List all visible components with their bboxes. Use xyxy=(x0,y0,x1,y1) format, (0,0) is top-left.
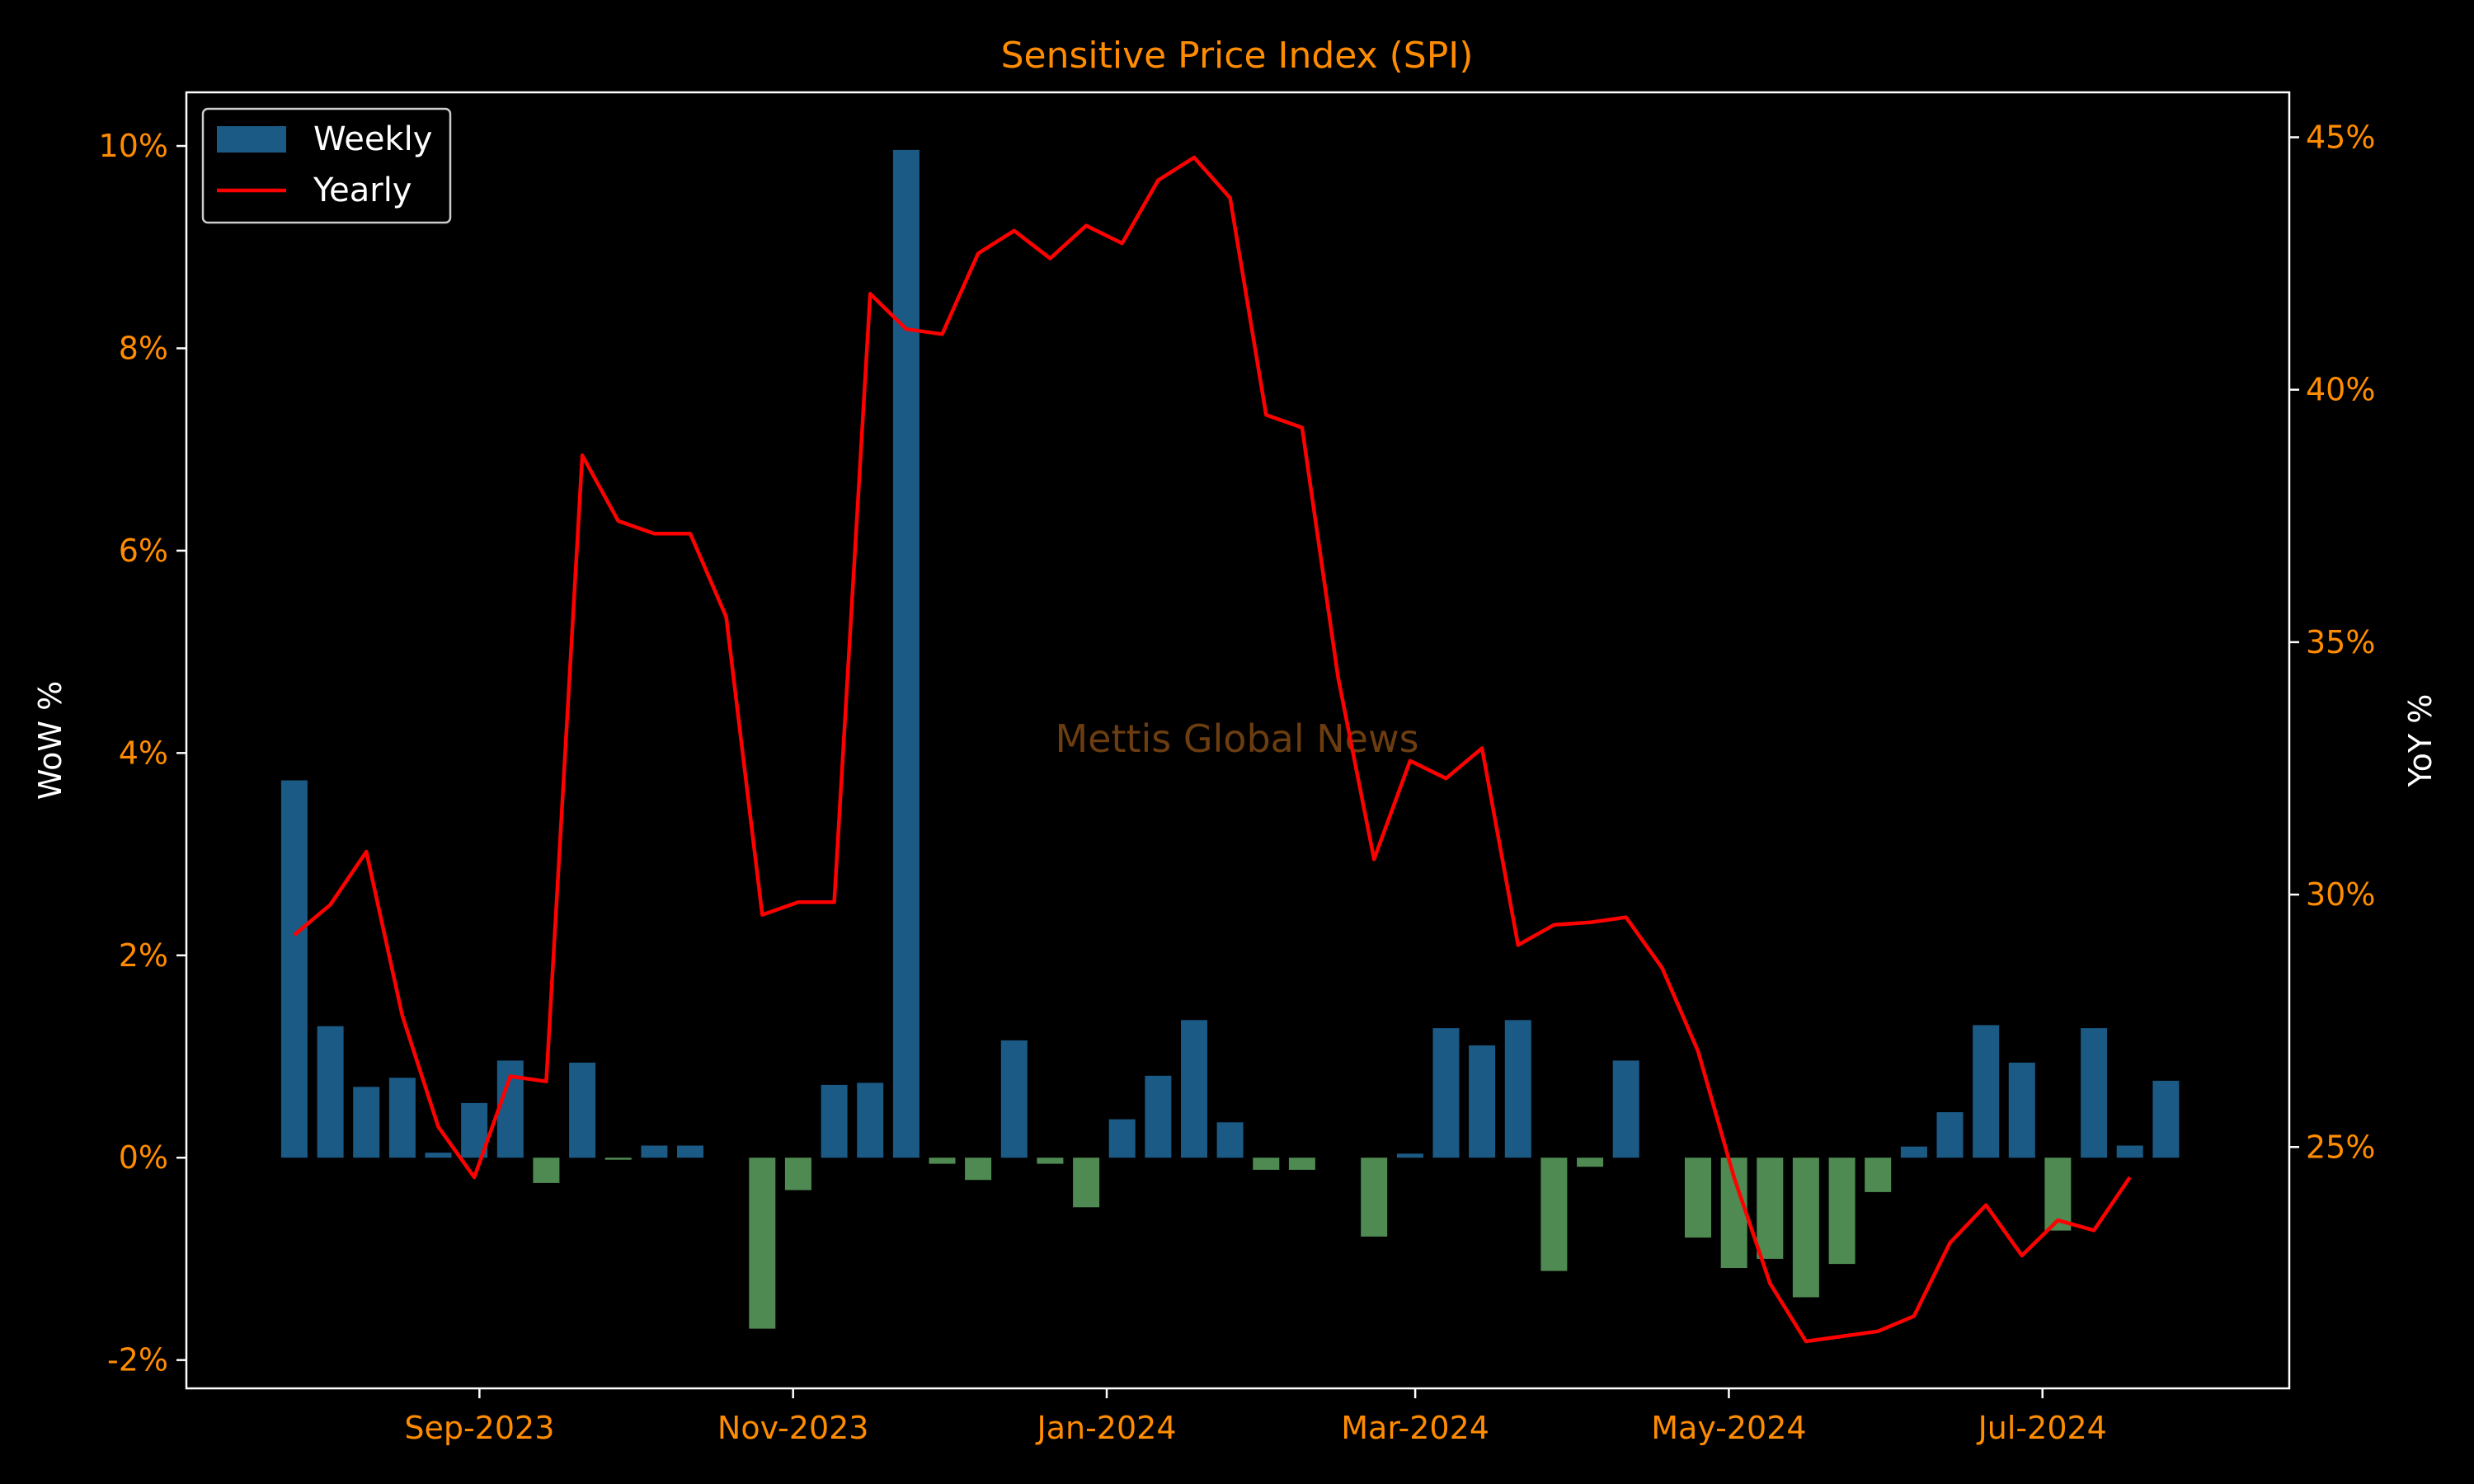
weekly-bar xyxy=(1108,1119,1136,1158)
plot-frame xyxy=(185,91,2291,1390)
weekly-bar xyxy=(784,1158,811,1190)
weekly-bar xyxy=(1757,1158,1784,1259)
chart-title: Sensitive Price Index (SPI) xyxy=(1001,35,1474,77)
weekly-bar xyxy=(1073,1158,1100,1208)
weekly-bars xyxy=(280,149,2180,1329)
left-axis-ticks: -2% 0% 2% 4% 6% 8% 10% xyxy=(99,128,186,1378)
weekly-bar xyxy=(1145,1075,1172,1158)
weekly-bar xyxy=(929,1158,956,1164)
left-tick-label: 8% xyxy=(119,330,168,366)
right-axis-label: YoY % xyxy=(2402,694,2439,788)
weekly-bar xyxy=(388,1078,416,1158)
weekly-bar xyxy=(604,1158,632,1160)
yearly-line-layer xyxy=(293,155,2132,1344)
weekly-bar xyxy=(749,1158,776,1329)
left-axis-label: WoW % xyxy=(32,681,68,800)
weekly-bar xyxy=(2008,1062,2035,1158)
x-tick-label: Mar-2024 xyxy=(1341,1410,1489,1446)
right-tick-label: 35% xyxy=(2306,624,2375,660)
weekly-bar xyxy=(280,780,308,1158)
weekly-bar xyxy=(353,1087,380,1158)
weekly-bar xyxy=(2116,1145,2143,1158)
weekly-bar xyxy=(317,1026,344,1158)
weekly-bar xyxy=(1037,1158,1064,1164)
watermark: Mettis Global News xyxy=(1055,716,1418,761)
weekly-bar xyxy=(1865,1158,1892,1192)
weekly-bar xyxy=(1469,1045,1496,1158)
weekly-bar xyxy=(1900,1146,1927,1158)
left-tick-label: 10% xyxy=(99,128,168,164)
left-tick-label: -2% xyxy=(107,1342,168,1378)
weekly-bar xyxy=(965,1158,992,1181)
weekly-bar xyxy=(1396,1153,1423,1158)
weekly-bar xyxy=(1216,1122,1244,1158)
weekly-bar xyxy=(1253,1158,1280,1170)
weekly-bar xyxy=(1432,1028,1460,1158)
right-tick-label: 25% xyxy=(2306,1129,2375,1165)
yearly-line xyxy=(293,155,2132,1344)
right-axis-ticks: 25% 30% 35% 40% 45% xyxy=(2289,120,2375,1165)
weekly-bar xyxy=(1577,1158,1604,1167)
x-tick-label: Jul-2024 xyxy=(1977,1410,2107,1446)
legend-weekly-swatch xyxy=(217,126,286,153)
weekly-bar xyxy=(1685,1158,1711,1238)
weekly-bar xyxy=(1973,1025,2000,1158)
weekly-bar xyxy=(1540,1158,1568,1271)
right-tick-label: 45% xyxy=(2306,120,2375,156)
left-tick-label: 4% xyxy=(119,735,168,771)
legend: Weekly Yearly xyxy=(201,107,452,224)
weekly-bar xyxy=(1504,1020,1531,1158)
weekly-bar xyxy=(2081,1028,2108,1158)
x-tick-label: Nov-2023 xyxy=(717,1410,869,1446)
right-tick-label: 40% xyxy=(2306,372,2375,408)
left-tick-label: 0% xyxy=(119,1139,168,1176)
weekly-bar xyxy=(569,1062,596,1158)
weekly-bar xyxy=(1181,1020,1207,1158)
left-tick-label: 6% xyxy=(119,533,168,569)
weekly-bar xyxy=(892,149,920,1158)
legend-yearly-label: Yearly xyxy=(313,171,412,209)
x-tick-label: May-2024 xyxy=(1651,1410,1806,1446)
weekly-bar xyxy=(1612,1060,1639,1158)
weekly-bar xyxy=(1361,1158,1388,1237)
weekly-bar xyxy=(1828,1158,1856,1265)
weekly-bar xyxy=(857,1082,884,1158)
weekly-bar xyxy=(2152,1080,2180,1158)
weekly-bar xyxy=(533,1158,560,1183)
weekly-bar xyxy=(1288,1158,1315,1170)
weekly-bar xyxy=(425,1153,452,1158)
weekly-bar xyxy=(1000,1040,1028,1158)
weekly-bar xyxy=(821,1084,848,1158)
left-tick-label: 2% xyxy=(119,937,168,974)
weekly-bar xyxy=(1936,1112,1964,1158)
weekly-bar xyxy=(677,1145,703,1158)
right-tick-label: 30% xyxy=(2306,876,2375,913)
x-axis-ticks: Sep-2023 Nov-2023 Jan-2024 Mar-2024 May-2024… xyxy=(404,1388,2107,1446)
x-tick-label: Sep-2023 xyxy=(404,1410,554,1446)
weekly-bar xyxy=(641,1145,668,1158)
x-tick-label: Jan-2024 xyxy=(1036,1410,1177,1446)
legend-weekly-label: Weekly xyxy=(313,120,432,158)
weekly-bar xyxy=(1792,1158,1819,1298)
